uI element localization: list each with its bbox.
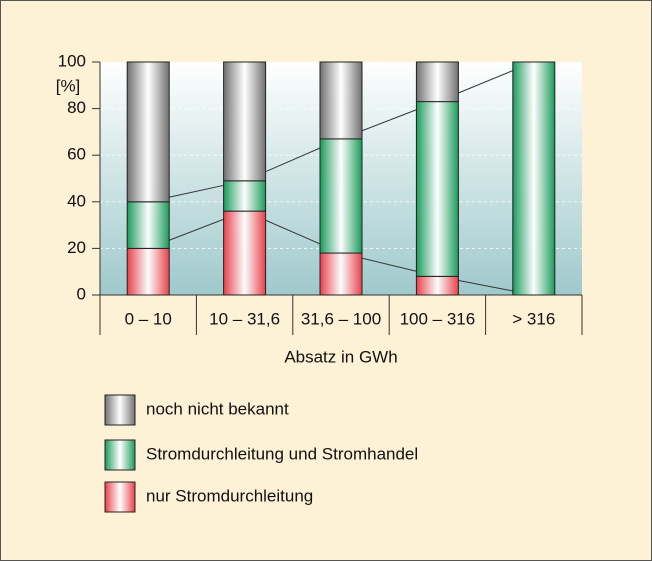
legend-swatch [104, 439, 136, 471]
x-tick-label: 0 – 10 [125, 309, 172, 328]
x-axis-label: Absatz in GWh [284, 347, 397, 366]
bar-segment [319, 252, 363, 296]
y-tick-label: 60 [67, 145, 86, 164]
bar-segment [415, 101, 459, 277]
y-tick-label: 80 [67, 98, 86, 117]
legend-label: nur Stromdurchleitung [146, 486, 313, 505]
y-tick-label: 40 [67, 191, 86, 210]
y-tick-label: 20 [67, 238, 86, 257]
legend-label: noch nicht bekannt [146, 399, 289, 418]
bar-segment [126, 201, 170, 249]
y-tick-label: 100 [58, 51, 86, 70]
legend-swatch [104, 481, 136, 513]
x-tick-label: 100 – 316 [400, 309, 476, 328]
bar-segment [319, 61, 363, 140]
bar-segment [223, 180, 267, 212]
bar-segment [512, 61, 556, 296]
x-tick-label: 10 – 31,6 [209, 309, 280, 328]
bar-segment [415, 61, 459, 103]
bar-segment [223, 61, 267, 182]
x-tick-label: 31,6 – 100 [301, 309, 381, 328]
y-tick-label: 0 [77, 284, 86, 303]
x-tick-label: > 316 [512, 309, 555, 328]
bar-segment [126, 247, 170, 296]
bar-segment [415, 275, 459, 296]
bar-segment [319, 138, 363, 254]
y-unit: [%] [56, 76, 81, 95]
legend-label: Stromdurchleitung und Stromhandel [146, 444, 418, 463]
bar-segment [223, 210, 267, 296]
bar-segment [126, 61, 170, 203]
legend-swatch [104, 394, 136, 426]
